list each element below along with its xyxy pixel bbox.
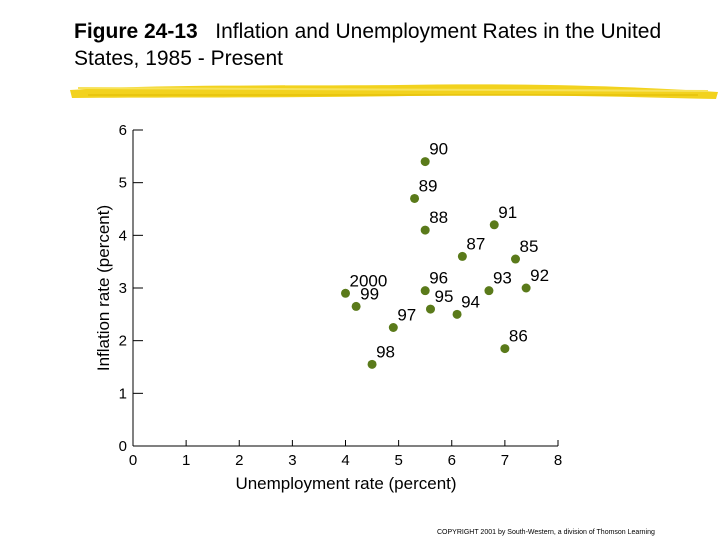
data-point	[341, 288, 350, 298]
data-point-label: 89	[419, 176, 438, 195]
data-point	[367, 359, 377, 369]
data-point-label: 90	[429, 140, 448, 159]
x-tick-label: 3	[288, 452, 296, 469]
x-tick-label: 4	[341, 452, 349, 469]
y-tick-label: 1	[119, 385, 127, 402]
x-tick-label: 6	[448, 452, 456, 469]
data-point-label: 96	[429, 269, 448, 288]
x-tick-label: 0	[129, 452, 137, 469]
y-tick-label: 5	[119, 175, 127, 192]
y-tick-label: 0	[119, 438, 127, 455]
x-tick-label: 1	[182, 452, 190, 469]
x-tick-label: 2	[235, 452, 243, 469]
y-tick-label: 4	[119, 227, 127, 244]
data-point	[420, 157, 430, 167]
data-point	[388, 323, 398, 332]
data-point-label: 87	[466, 234, 485, 253]
title-underline-brush	[70, 84, 718, 99]
data-point	[511, 254, 520, 264]
data-point-label: 88	[429, 208, 448, 227]
data-point-label: 94	[461, 292, 480, 311]
data-point	[452, 309, 462, 319]
chart-axes	[132, 130, 558, 447]
x-tick-label: 7	[501, 452, 509, 469]
data-point-label: 95	[435, 287, 454, 306]
x-axis-label: Unemployment rate (percent)	[235, 474, 456, 493]
y-tick-label: 3	[119, 280, 127, 297]
y-axis-label: Inflation rate (percent)	[94, 205, 113, 371]
brush-streak	[77, 87, 709, 92]
data-point	[489, 220, 499, 230]
x-tick-label: 5	[394, 452, 402, 469]
data-point	[500, 344, 510, 354]
data-point-label: 86	[509, 327, 528, 346]
data-point-label: 2000	[350, 271, 388, 290]
data-point	[521, 283, 531, 293]
data-point	[351, 301, 361, 311]
data-point	[420, 225, 430, 235]
data-point	[426, 304, 435, 314]
data-point	[484, 286, 494, 296]
data-point-label: 97	[397, 306, 416, 325]
data-point-label: 85	[520, 237, 539, 256]
data-point-label: 91	[498, 203, 517, 222]
data-point-label: 98	[376, 342, 395, 361]
y-tick-label: 6	[119, 122, 127, 139]
figure-title: Figure 24-13 Inflation and Unemployment …	[74, 18, 694, 72]
figure-title-text: Inflation and Unemployment Rates in the …	[74, 20, 662, 70]
data-point-label: 92	[530, 266, 549, 285]
chart-ticks: 0 1 2 3 4 5 6 7 8 0 1 2 3 4 5 6	[119, 122, 563, 469]
data-point	[420, 286, 430, 296]
data-point	[410, 193, 420, 203]
figure-label: Figure 24-13	[74, 20, 198, 43]
copyright-notice: COPYRIGHT 2001 by South-Western, a divis…	[437, 529, 655, 536]
data-point-label: 93	[493, 269, 512, 288]
x-tick-label: 8	[554, 452, 562, 469]
data-point	[457, 251, 467, 261]
data-point-label: 99	[360, 284, 379, 303]
y-tick-label: 2	[119, 333, 127, 350]
